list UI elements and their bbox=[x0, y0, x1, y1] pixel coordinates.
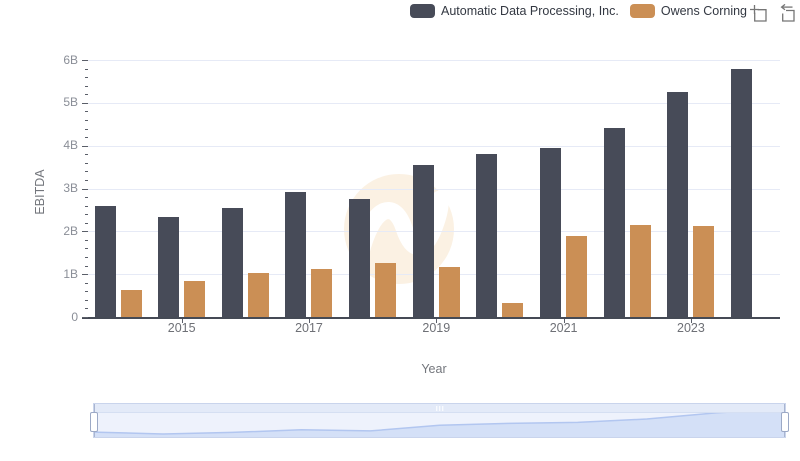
navigator-drag-strip[interactable] bbox=[94, 404, 785, 413]
x-tick-label-2017: 2017 bbox=[295, 321, 323, 335]
y-minor-tick bbox=[84, 68, 88, 70]
y-major-tick bbox=[82, 317, 88, 318]
y-minor-tick bbox=[84, 222, 88, 224]
y-minor-tick bbox=[84, 265, 88, 267]
y-minor-tick bbox=[84, 291, 88, 293]
data-zoom-navigator[interactable] bbox=[90, 403, 789, 438]
y-major-tick bbox=[82, 102, 88, 104]
y-minor-tick bbox=[84, 85, 88, 87]
y-tick-label-5B: 5B bbox=[63, 95, 78, 110]
zoom-select-icon[interactable] bbox=[749, 4, 768, 23]
y-tick-label-6B: 6B bbox=[63, 52, 78, 67]
y-tick-label-0: 0 bbox=[71, 309, 78, 324]
y-major-tick bbox=[82, 274, 88, 276]
bar-adp-2017[interactable] bbox=[285, 192, 307, 317]
bar-adp-2021[interactable] bbox=[540, 148, 562, 317]
x-tick bbox=[690, 318, 692, 323]
y-minor-tick bbox=[84, 119, 88, 121]
gridline-5B bbox=[88, 102, 780, 104]
bar-adp-2015[interactable] bbox=[158, 217, 180, 317]
x-tick bbox=[436, 318, 438, 323]
y-tick-label-2B: 2B bbox=[63, 223, 78, 238]
x-tick-label-2021: 2021 bbox=[549, 321, 578, 335]
bar-adp-2022[interactable] bbox=[603, 128, 625, 317]
bar-owens-corning-2021[interactable] bbox=[566, 235, 588, 317]
gridline-6B bbox=[88, 60, 780, 61]
bar-adp-2014[interactable] bbox=[94, 205, 116, 317]
y-minor-tick bbox=[84, 111, 88, 113]
y-tick-label-4B: 4B bbox=[63, 138, 78, 153]
y-major-tick bbox=[82, 231, 88, 233]
restore-icon[interactable] bbox=[777, 3, 796, 23]
x-tick bbox=[181, 318, 183, 323]
y-minor-tick bbox=[84, 94, 88, 96]
y-minor-tick bbox=[84, 214, 88, 216]
y-minor-tick bbox=[84, 77, 88, 79]
y-minor-tick bbox=[84, 205, 88, 207]
legend-swatch-adp bbox=[410, 4, 435, 18]
y-major-tick bbox=[82, 188, 88, 190]
bar-owens-corning-2019[interactable] bbox=[438, 267, 460, 317]
x-tick-label-2015: 2015 bbox=[167, 321, 196, 335]
y-minor-tick bbox=[84, 137, 88, 139]
gridline-4B bbox=[88, 145, 780, 147]
bar-adp-2016[interactable] bbox=[221, 207, 243, 317]
bar-owens-corning-2018[interactable] bbox=[375, 263, 397, 317]
x-axis-line bbox=[82, 317, 780, 319]
y-minor-tick bbox=[84, 171, 88, 173]
navigator-right-handle[interactable] bbox=[781, 412, 789, 432]
legend-label-adp: Automatic Data Processing, Inc. bbox=[441, 4, 619, 18]
x-tick bbox=[308, 318, 310, 323]
x-tick-label-2019: 2019 bbox=[422, 321, 451, 335]
y-minor-tick bbox=[84, 179, 88, 181]
x-axis-title: Year bbox=[421, 362, 447, 376]
bar-owens-corning-2015[interactable] bbox=[184, 280, 206, 317]
bar-owens-corning-2023[interactable] bbox=[693, 226, 715, 317]
y-minor-tick bbox=[84, 239, 88, 241]
bar-owens-corning-2014[interactable] bbox=[120, 290, 142, 317]
navigator-area-chart bbox=[94, 408, 785, 437]
bar-adp-2023[interactable] bbox=[667, 91, 689, 317]
plot-area bbox=[88, 60, 780, 317]
x-tick bbox=[563, 318, 565, 323]
legend-label-owens-corning: Owens Corning bbox=[660, 4, 748, 18]
bar-owens-corning-2016[interactable] bbox=[247, 273, 269, 317]
bar-adp-2019[interactable] bbox=[412, 164, 434, 317]
bar-adp-2024[interactable] bbox=[731, 68, 753, 317]
y-tick-label-1B: 1B bbox=[63, 266, 78, 281]
y-major-tick bbox=[82, 145, 88, 147]
navigator-left-handle[interactable] bbox=[90, 412, 98, 432]
bar-owens-corning-2017[interactable] bbox=[311, 269, 333, 317]
y-minor-tick bbox=[84, 197, 88, 199]
y-minor-tick bbox=[84, 308, 88, 310]
legend-swatch-owens-corning bbox=[629, 4, 655, 18]
y-minor-tick bbox=[84, 299, 88, 301]
bar-owens-corning-2020[interactable] bbox=[502, 302, 524, 317]
navigator-grip-icon bbox=[435, 406, 444, 411]
bar-adp-2018[interactable] bbox=[349, 198, 371, 317]
y-tick-label-3B: 3B bbox=[63, 181, 78, 195]
y-minor-tick bbox=[84, 248, 88, 250]
y-minor-tick bbox=[84, 154, 88, 156]
legend-item-automatic-data-processing[interactable]: Automatic Data Processing, Inc. bbox=[410, 4, 619, 18]
x-tick-label-2023: 2023 bbox=[677, 321, 705, 335]
y-minor-tick bbox=[84, 128, 88, 130]
chart-toolbox bbox=[749, 3, 796, 23]
legend: Automatic Data Processing, Inc. Owens Co… bbox=[410, 4, 747, 18]
bar-adp-2020[interactable] bbox=[476, 154, 498, 317]
bar-owens-corning-2022[interactable] bbox=[629, 224, 651, 317]
y-minor-tick bbox=[84, 282, 88, 284]
y-minor-tick bbox=[84, 257, 88, 259]
legend-item-owens-corning[interactable]: Owens Corning bbox=[629, 4, 748, 18]
y-major-tick bbox=[82, 60, 88, 61]
y-minor-tick bbox=[84, 162, 88, 164]
